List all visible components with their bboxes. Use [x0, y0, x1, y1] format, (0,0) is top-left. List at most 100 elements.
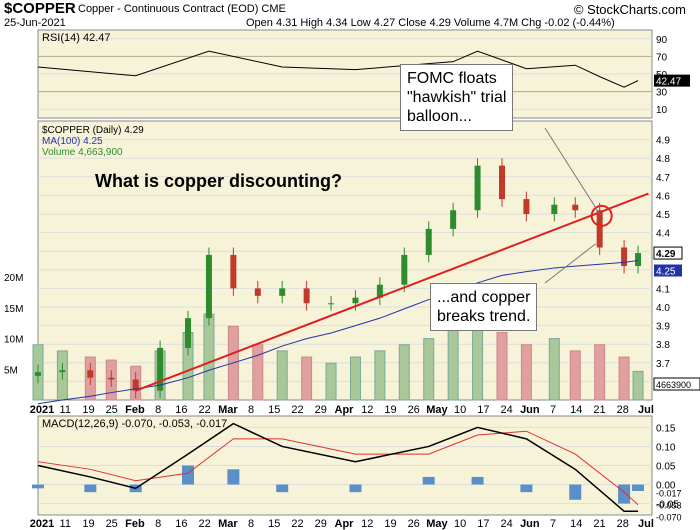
x-tick-label: 12 [361, 404, 373, 416]
candle-body [328, 303, 335, 305]
candle-body [596, 210, 603, 248]
price-tick-label: 3.8 [656, 340, 670, 351]
annotation-trend: ...and copper breaks trend. [430, 283, 538, 331]
volume-bar [276, 350, 288, 401]
x-tick-label: 25 [106, 404, 118, 416]
x-tick-label-bottom: 19 [384, 518, 396, 530]
price-tick-label: 3.7 [656, 359, 670, 370]
x-tick-label: Feb [125, 404, 145, 416]
macd-histogram-bar [471, 476, 484, 485]
volume-bar [398, 344, 410, 401]
macd-signal-line [37, 430, 639, 506]
volume-bar [349, 356, 361, 401]
price-tick-label: 4.6 [656, 191, 670, 202]
x-tick-label-bottom: 19 [82, 518, 94, 530]
macd-tick-label: 0.00 [656, 481, 676, 492]
macd-label: MACD(12,26,9) -0.070, -0.053, -0.017 [42, 418, 227, 430]
x-tick-label: 7 [550, 404, 556, 416]
x-tick-label-bottom: 26 [408, 518, 420, 530]
macd-histogram-bar [84, 484, 97, 493]
macd-histogram-bar [182, 465, 195, 485]
candle-body [157, 347, 164, 391]
ohlc-readout: Open 4.31 High 4.34 Low 4.27 Close 4.29 … [246, 17, 615, 29]
rsi-last-badge [654, 74, 690, 87]
x-tick-label: 21 [593, 404, 605, 416]
annotation-main: What is copper discounting? [95, 171, 342, 191]
x-tick-label: 11 [60, 404, 71, 416]
macd-histogram-bar [227, 469, 240, 485]
x-tick-label-bottom: May [426, 518, 448, 530]
x-tick-label-bottom: 16 [175, 518, 187, 530]
x-tick-label: 8 [248, 404, 254, 416]
x-tick-label-bottom: Jul [638, 518, 654, 530]
price-tick-label: 4.8 [656, 154, 670, 165]
macd-tick-label: 0.05 [656, 462, 676, 473]
x-tick-label: 29 [315, 404, 327, 416]
x-tick-label-bottom: 28 [617, 518, 629, 530]
x-tick-label: Apr [335, 404, 355, 416]
x-tick-label: 24 [500, 404, 512, 416]
volume-bar [618, 356, 630, 401]
candle-body [498, 165, 505, 200]
trend-break-circle [590, 204, 613, 227]
x-tick-label-bottom: 24 [500, 518, 512, 530]
x-tick-label-bottom: 17 [477, 518, 489, 530]
macd-last-value: -0.017 [656, 489, 682, 499]
candle-body [254, 288, 261, 296]
rsi-tick-label: 90 [656, 35, 668, 46]
macd-histogram-bar [32, 484, 44, 489]
x-tick-label: 26 [408, 404, 420, 416]
x-tick-label-bottom: 2021 [30, 518, 54, 530]
candle-body [425, 228, 432, 255]
x-tick-label-bottom: Jun [520, 518, 540, 530]
x-tick-label-bottom: 14 [570, 518, 582, 530]
x-tick-label: 19 [384, 404, 396, 416]
price-last-value: 4.29 [656, 249, 676, 260]
volume-bar [203, 313, 215, 401]
candle-body [132, 379, 139, 391]
candle-body [621, 247, 628, 267]
x-tick-label-bottom: 8 [155, 518, 161, 530]
macd-line [37, 422, 639, 512]
chart-description: Copper - Continuous Contract (EOD) CME [78, 3, 286, 15]
x-tick-label: May [426, 404, 448, 416]
x-tick-label-bottom: 21 [593, 518, 605, 530]
volume-bar [374, 350, 386, 401]
price-tick-label: 4.0 [656, 303, 670, 314]
x-tick-label: Jun [520, 404, 540, 416]
volume-tick-label: 15M [4, 304, 23, 315]
volume-last-value: 4663900 [656, 380, 691, 390]
x-tick-label-bottom: 22 [291, 518, 303, 530]
rsi-line [37, 50, 639, 88]
rsi-tick-label: 70 [656, 52, 668, 63]
price-panel [37, 120, 653, 401]
x-tick-label-bottom: 12 [361, 518, 373, 530]
candle-body [230, 254, 237, 289]
x-tick-label: 22 [198, 404, 210, 416]
volume-bar [496, 331, 508, 401]
macd-histogram-bar [632, 484, 645, 492]
candle-body [87, 370, 94, 378]
x-tick-label: 22 [291, 404, 303, 416]
price-tick-label: 4.1 [656, 284, 670, 295]
candle-body [185, 318, 192, 348]
x-tick-label: Mar [218, 404, 238, 416]
chart-symbol: $COPPER [4, 0, 76, 17]
annotation-fomc: FOMC floats "hawkish" trial balloon... [400, 64, 514, 131]
x-tick-label: 17 [477, 404, 489, 416]
fomc-pointer [544, 127, 601, 215]
x-tick-label: 14 [570, 404, 582, 416]
x-tick-label-bottom: Mar [218, 518, 238, 530]
price-tick-label: 3.9 [656, 322, 670, 333]
x-tick-label-bottom: 22 [198, 518, 210, 530]
x-tick-label: 10 [454, 404, 466, 416]
x-tick-label-bottom: 11 [60, 518, 71, 530]
ma-last-badge [654, 264, 682, 277]
volume-tick-label: 10M [4, 335, 23, 346]
macd-histogram-bar [349, 484, 362, 493]
price-legend-entry: $COPPER (Daily) 4.29 [42, 125, 144, 136]
x-tick-label: Jul [638, 404, 654, 416]
trend-line [135, 192, 649, 392]
x-tick-label-bottom: 15 [268, 518, 280, 530]
